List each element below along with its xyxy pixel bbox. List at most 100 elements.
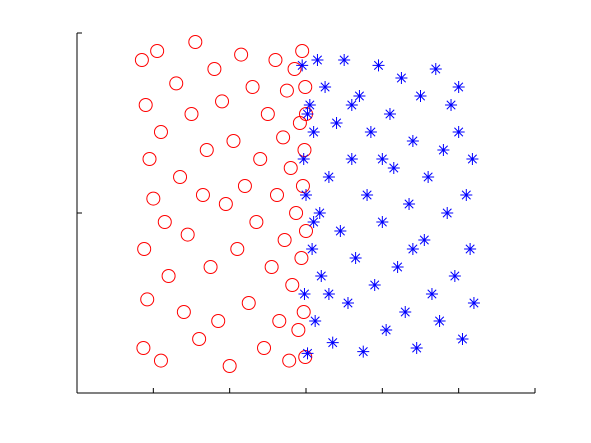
point: [341, 297, 354, 309]
point: [452, 81, 465, 93]
point: [241, 296, 256, 310]
point: [376, 153, 389, 165]
point: [319, 81, 332, 93]
point: [410, 342, 423, 354]
point: [322, 288, 335, 300]
point: [322, 171, 335, 183]
point: [140, 292, 155, 307]
point: [161, 269, 176, 283]
point: [298, 288, 311, 300]
point: [334, 225, 347, 237]
point: [277, 233, 292, 247]
point: [414, 90, 427, 102]
point: [173, 170, 188, 184]
point: [207, 62, 222, 76]
point: [418, 234, 431, 246]
point: [391, 261, 404, 273]
point: [452, 126, 465, 138]
point: [466, 153, 479, 165]
point: [441, 207, 454, 219]
point: [422, 171, 435, 183]
point: [376, 216, 389, 228]
point: [403, 198, 416, 210]
point: [301, 347, 314, 360]
point: [287, 62, 302, 76]
point: [345, 99, 358, 111]
point: [276, 130, 291, 145]
point: [279, 83, 294, 98]
point: [307, 126, 320, 138]
point: [307, 216, 320, 228]
point: [180, 227, 195, 242]
point: [184, 107, 199, 121]
point: [298, 350, 313, 364]
point: [272, 314, 287, 328]
point: [311, 54, 324, 66]
point: [283, 161, 298, 175]
point: [406, 243, 419, 255]
point: [268, 53, 283, 67]
point: [292, 116, 307, 130]
point: [298, 80, 313, 94]
point: [282, 353, 297, 368]
point: [150, 44, 165, 58]
point: [253, 152, 268, 166]
point: [296, 59, 309, 72]
point: [289, 206, 304, 220]
point: [295, 179, 310, 193]
point: [297, 143, 312, 157]
point: [215, 94, 230, 109]
point: [445, 99, 458, 111]
point: [300, 189, 312, 201]
point: [460, 189, 473, 201]
point: [303, 99, 316, 111]
point: [260, 107, 275, 121]
point: [353, 90, 366, 102]
point: [306, 243, 319, 255]
point: [368, 279, 381, 291]
point: [157, 215, 172, 229]
point: [169, 76, 184, 91]
point: [294, 251, 309, 265]
point: [406, 135, 419, 147]
point: [218, 197, 233, 211]
point: [338, 54, 351, 66]
point: [222, 359, 237, 373]
point: [299, 224, 313, 238]
point: [309, 315, 322, 327]
point: [326, 336, 339, 349]
point: [176, 305, 191, 319]
point: [349, 252, 362, 264]
point: [429, 63, 442, 75]
point: [137, 242, 152, 256]
point: [146, 191, 161, 206]
point: [372, 59, 385, 72]
point: [433, 315, 446, 327]
point: [257, 341, 272, 355]
point: [301, 108, 314, 120]
point: [285, 278, 300, 292]
point: [425, 288, 438, 300]
point: [264, 260, 279, 274]
point: [291, 323, 306, 337]
point: [395, 72, 408, 84]
point: [136, 341, 151, 355]
point: [138, 98, 153, 112]
point: [361, 189, 374, 201]
point: [313, 207, 326, 219]
point: [234, 47, 249, 62]
point: [380, 324, 393, 336]
point: [245, 80, 260, 94]
point: [464, 243, 477, 255]
point: [230, 242, 245, 256]
point: [237, 179, 252, 193]
point: [467, 297, 480, 309]
point: [345, 153, 358, 165]
point: [153, 353, 168, 368]
point: [269, 188, 284, 202]
point: [199, 143, 214, 157]
point: [357, 345, 370, 358]
point: [203, 260, 218, 274]
point: [142, 152, 157, 166]
